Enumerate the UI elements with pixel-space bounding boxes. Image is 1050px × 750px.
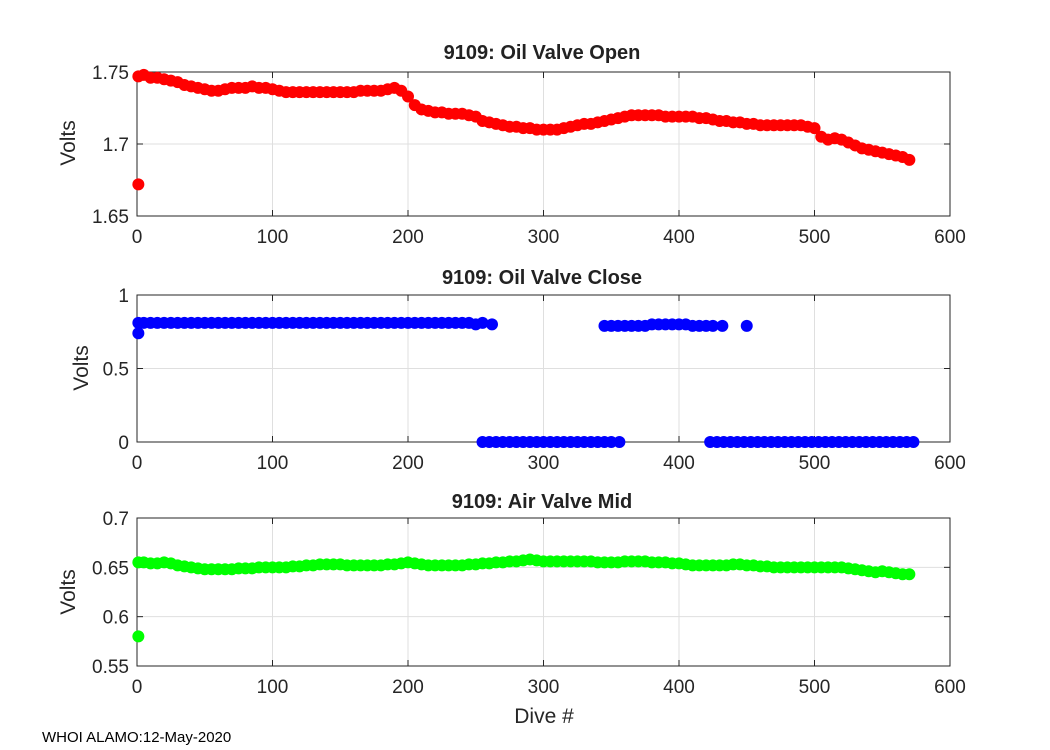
data-point bbox=[907, 436, 920, 448]
x-tick-label: 200 bbox=[392, 453, 424, 474]
x-tick-label: 0 bbox=[132, 227, 143, 248]
y-tick-label: 1 bbox=[118, 286, 129, 307]
data-point bbox=[706, 319, 719, 332]
data-point bbox=[808, 122, 821, 135]
chart-air-valve-mid: 9109: Air Valve Mid Volts 0 100 200 300 400 5… bbox=[57, 491, 966, 728]
x-tick-label: 400 bbox=[663, 227, 695, 248]
data-point bbox=[402, 90, 414, 103]
y-tick-label: 1.7 bbox=[103, 135, 129, 156]
x-tick-label: 500 bbox=[799, 227, 831, 248]
chart-title: 9109: Oil Valve Close bbox=[442, 267, 642, 289]
x-tick-label: 0 bbox=[132, 453, 143, 474]
y-axis-label: Volts bbox=[57, 569, 80, 615]
x-tick-label: 0 bbox=[132, 677, 143, 698]
y-tick-label: 1.75 bbox=[92, 63, 129, 84]
x-tick-label: 100 bbox=[257, 453, 289, 474]
x-tick-label: 600 bbox=[934, 677, 966, 698]
data-point bbox=[903, 568, 916, 581]
x-tick-label: 300 bbox=[528, 453, 560, 474]
data-point bbox=[740, 319, 753, 332]
y-tick-label: 0.55 bbox=[92, 657, 129, 678]
chart-oil-valve-open: 9109: Oil Valve Open Volts 0 100 200 300 400… bbox=[57, 42, 966, 248]
x-tick-label: 600 bbox=[934, 227, 966, 248]
x-tick-label: 300 bbox=[528, 677, 560, 698]
chart-title: 9109: Oil Valve Open bbox=[444, 42, 641, 64]
chart-title: 9109: Air Valve Mid bbox=[452, 491, 632, 513]
data-point bbox=[716, 319, 729, 332]
data-point bbox=[132, 178, 145, 191]
y-tick-label: 0.6 bbox=[103, 608, 129, 629]
x-tick-label: 400 bbox=[663, 453, 695, 474]
x-tick-label: 500 bbox=[799, 453, 831, 474]
x-axis-label: Dive # bbox=[514, 705, 574, 728]
x-tick-label: 200 bbox=[392, 227, 424, 248]
x-tick-label: 600 bbox=[934, 453, 966, 474]
data-point bbox=[132, 327, 145, 340]
x-tick-label: 200 bbox=[392, 677, 424, 698]
data-point bbox=[132, 630, 145, 643]
x-tick-label: 100 bbox=[257, 677, 289, 698]
x-tick-label: 300 bbox=[528, 227, 560, 248]
x-tick-label: 400 bbox=[663, 677, 695, 698]
x-tick-label: 100 bbox=[257, 227, 289, 248]
chart-oil-valve-close: 9109: Oil Valve Close Volts 0 100 200 300 40… bbox=[70, 267, 966, 474]
y-tick-label: 1.65 bbox=[92, 207, 129, 228]
y-tick-label: 0.7 bbox=[103, 509, 129, 530]
y-tick-label: 0.65 bbox=[92, 558, 129, 579]
x-tick-label: 500 bbox=[799, 677, 831, 698]
y-tick-label: 0.5 bbox=[103, 360, 129, 381]
y-axis-label: Volts bbox=[57, 120, 80, 166]
data-point bbox=[486, 318, 499, 331]
data-point bbox=[613, 436, 626, 448]
footer-credit: WHOI ALAMO:12-May-2020 bbox=[42, 729, 231, 746]
y-axis-label: Volts bbox=[70, 345, 93, 391]
data-point bbox=[476, 316, 489, 329]
data-point bbox=[903, 153, 916, 166]
y-tick-label: 0 bbox=[118, 433, 129, 454]
